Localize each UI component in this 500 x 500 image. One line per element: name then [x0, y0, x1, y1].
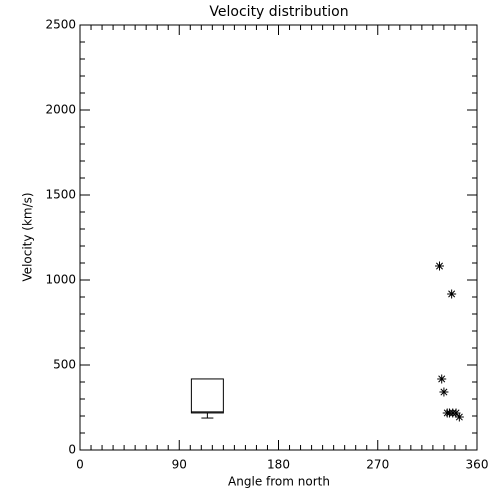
y-tick-label: 2000 [45, 103, 76, 117]
y-tick-label: 500 [53, 358, 76, 372]
y-tick-label: 1500 [45, 188, 76, 202]
y-tick-label: 1000 [45, 273, 76, 287]
plot-frame [79, 24, 478, 451]
scatter-point [439, 387, 449, 397]
x-tick-label: 0 [76, 458, 84, 472]
x-tick-label: 180 [267, 458, 290, 472]
scatter-point [437, 374, 447, 384]
x-tick-label: 90 [172, 458, 187, 472]
scatter-point [454, 412, 464, 422]
x-tick-label: 360 [466, 458, 489, 472]
y-axis-label: Velocity (km/s) [21, 192, 35, 281]
x-tick-label: 270 [366, 458, 389, 472]
scatter-point [435, 261, 445, 271]
scatter-point [451, 408, 461, 418]
scatter-point [447, 289, 457, 299]
box [190, 378, 224, 414]
y-tick-label: 2500 [45, 18, 76, 32]
y-tick-label: 0 [68, 443, 76, 457]
chart-title: Velocity distribution [209, 4, 348, 20]
x-axis-label: Angle from north [228, 475, 330, 489]
